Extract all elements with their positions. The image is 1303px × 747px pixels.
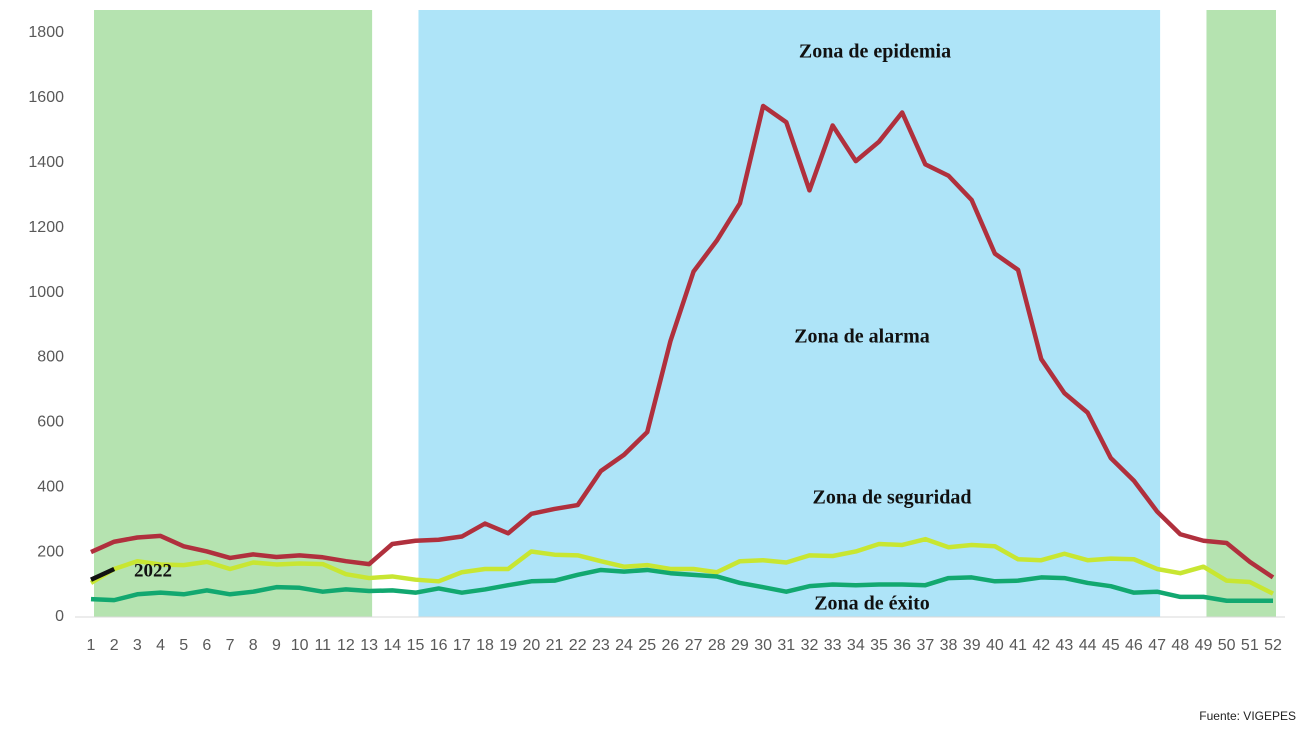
x-tick-label: 7 [226, 637, 235, 654]
y-tick-label: 1800 [28, 24, 64, 41]
x-tick-label: 34 [847, 637, 865, 654]
y-tick-label: 800 [37, 349, 64, 366]
x-tick-label: 37 [916, 637, 934, 654]
x-tick-label: 9 [272, 637, 281, 654]
x-tick-label: 21 [546, 637, 564, 654]
x-tick-label: 17 [453, 637, 471, 654]
x-tick-label: 46 [1125, 637, 1143, 654]
series-line [90, 566, 116, 582]
x-tick-label: 38 [940, 637, 958, 654]
x-tick-label: 19 [499, 637, 517, 654]
zone-band [418, 10, 1161, 617]
x-tick-label: 23 [592, 637, 610, 654]
y-tick-label: 200 [37, 543, 64, 560]
x-tick-label: 14 [383, 637, 401, 654]
x-tick-label: 16 [430, 637, 448, 654]
x-tick-label: 30 [754, 637, 772, 654]
x-tick-label: 26 [662, 637, 680, 654]
x-tick-label: 22 [569, 637, 587, 654]
x-tick-label: 42 [1032, 637, 1050, 654]
y-tick-label: 600 [37, 414, 64, 431]
y-tick-label: 1000 [28, 284, 64, 301]
x-tick-label: 31 [777, 637, 795, 654]
x-tick-label: 3 [133, 637, 142, 654]
x-tick-label: 15 [407, 637, 425, 654]
x-tick-label: 35 [870, 637, 888, 654]
x-tick-label: 2 [110, 637, 119, 654]
x-tick-label: 52 [1264, 637, 1282, 654]
x-tick-label: 41 [1009, 637, 1027, 654]
zone-band [1206, 10, 1276, 617]
y-tick-label: 400 [37, 478, 64, 495]
zone-label: Zona de seguridad [813, 487, 972, 509]
x-tick-label: 25 [638, 637, 656, 654]
x-tick-label: 11 [314, 637, 331, 654]
x-tick-label: 29 [731, 637, 749, 654]
x-tick-label: 39 [963, 637, 981, 654]
y-tick-label: 1400 [28, 154, 64, 171]
x-tick-label: 5 [179, 637, 188, 654]
zone-label: Zona de alarma [794, 326, 930, 348]
zone-label: Zona de éxito [814, 593, 930, 615]
x-tick-label: 13 [360, 637, 378, 654]
x-tick-label: 36 [893, 637, 911, 654]
x-tick-label: 20 [522, 637, 540, 654]
x-tick-label: 4 [156, 637, 165, 654]
x-tick-label: 50 [1218, 637, 1236, 654]
x-tick-label: 6 [202, 637, 211, 654]
x-tick-label: 10 [291, 637, 309, 654]
series-line [90, 103, 1275, 580]
x-tick-label: 43 [1056, 637, 1074, 654]
source: Fuente: VIGEPES [1199, 709, 1296, 723]
x-tick-label: 32 [801, 637, 819, 654]
x-tick-label: 27 [685, 637, 703, 654]
x-tick-label: 40 [986, 637, 1004, 654]
x-tick-label: 44 [1079, 637, 1097, 654]
series-line [89, 536, 1275, 596]
x-tick-label: 18 [476, 637, 494, 654]
x-tick-label: 28 [708, 637, 726, 654]
x-tick-label: 47 [1148, 637, 1166, 654]
x-tick-label: 12 [337, 637, 355, 654]
series-label: 2022 [134, 560, 172, 581]
y-tick-label: 1200 [28, 219, 64, 236]
zone-band [94, 10, 373, 617]
x-tick-label: 1 [87, 637, 96, 654]
y-tick-label: 0 [55, 608, 64, 625]
x-tick-label: 48 [1171, 637, 1189, 654]
x-tick-label: 45 [1102, 637, 1120, 654]
x-tick-label: 24 [615, 637, 633, 654]
series-line [90, 567, 1273, 604]
zone-label: Zona de epidemia [799, 41, 951, 63]
y-tick-label: 1600 [28, 89, 64, 106]
x-tick-label: 8 [249, 637, 258, 654]
x-tick-label: 33 [824, 637, 842, 654]
x-tick-label: 51 [1241, 637, 1259, 654]
x-tick-label: 49 [1195, 637, 1213, 654]
